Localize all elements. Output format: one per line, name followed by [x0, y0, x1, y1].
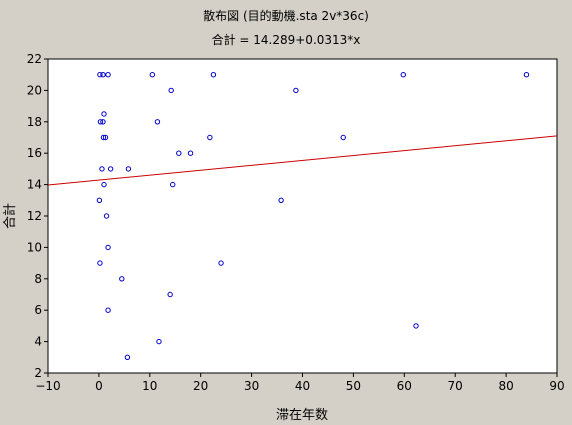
data-point — [207, 134, 213, 141]
data-point — [167, 291, 173, 298]
regression-line — [47, 135, 558, 186]
x-tick-label: 70 — [448, 379, 463, 393]
x-tick-label: 10 — [142, 379, 157, 393]
data-point — [176, 150, 182, 156]
data-point — [340, 134, 346, 141]
data-point — [100, 134, 107, 141]
data-point — [523, 72, 530, 78]
data-point — [107, 166, 114, 172]
chart-subtitle: 合計 = 14.289+0.0313*x — [212, 32, 361, 47]
data-point — [96, 197, 103, 204]
regression-layer — [47, 135, 558, 186]
data-point — [218, 260, 224, 266]
x-tick-label: 50 — [346, 379, 361, 393]
data-point — [97, 72, 103, 78]
data-point — [101, 111, 107, 117]
data-point — [293, 87, 299, 94]
data-point — [210, 72, 217, 78]
x-axis-label: 滞在年数 — [276, 408, 328, 423]
data-point — [168, 87, 174, 94]
data-point — [105, 244, 111, 251]
y-tick-label: 10 — [27, 240, 42, 254]
data-point — [413, 323, 419, 329]
data-point — [97, 260, 103, 266]
y-tick-label: 14 — [27, 178, 42, 192]
data-point — [102, 134, 109, 141]
data-point — [100, 119, 106, 125]
data-point — [124, 354, 131, 360]
y-tick-label: 12 — [27, 209, 42, 223]
x-tick-label: 30 — [244, 379, 259, 393]
x-tick-label: 40 — [295, 379, 310, 393]
data-point — [101, 181, 107, 188]
x-tick-label: 80 — [498, 379, 513, 393]
x-tick-label: 20 — [193, 379, 208, 393]
data-point — [105, 72, 111, 78]
data-point — [100, 72, 106, 78]
data-point — [105, 307, 111, 313]
data-point — [187, 150, 194, 156]
data-point — [99, 166, 105, 172]
data-point — [119, 276, 125, 282]
y-tick-label: 22 — [27, 52, 42, 66]
y-tick-label: 18 — [27, 115, 42, 129]
x-tick-label: 60 — [397, 379, 412, 393]
data-point — [125, 166, 132, 172]
x-tick-label: −10 — [35, 379, 60, 393]
data-point — [103, 213, 110, 219]
data-point — [149, 72, 156, 78]
data-point — [170, 181, 176, 188]
x-tick-label: 0 — [95, 379, 103, 393]
points-layer — [96, 72, 530, 360]
data-point — [97, 119, 104, 125]
data-point — [154, 119, 161, 125]
x-tick-label: 90 — [549, 379, 564, 393]
plot-area — [47, 58, 558, 374]
ticks-layer: −10 0 10 20 30 40 50 60 70 80 90 2 4 6 8 10 12 14 16 18 20 22 — [27, 52, 565, 393]
y-tick-label: 6 — [34, 303, 42, 317]
y-tick-label: 4 — [34, 335, 42, 349]
y-tick-label: 2 — [34, 366, 42, 380]
data-point — [400, 72, 406, 78]
chart-title: 散布図 (目的動機.sta 2v*36c) — [203, 8, 369, 23]
y-tick-label: 8 — [34, 272, 42, 286]
data-point — [278, 197, 284, 204]
y-axis-label: 合計 — [2, 203, 18, 229]
y-tick-label: 20 — [27, 83, 42, 97]
data-point — [156, 338, 162, 345]
y-tick-label: 16 — [27, 146, 42, 160]
